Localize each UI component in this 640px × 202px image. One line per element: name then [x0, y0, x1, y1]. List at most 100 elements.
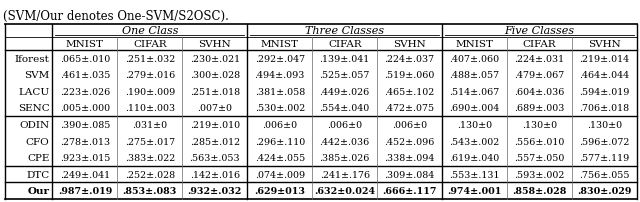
Text: .007±0: .007±0 — [197, 104, 232, 113]
Text: MNIST: MNIST — [260, 40, 299, 49]
Text: .525±.057: .525±.057 — [319, 71, 370, 80]
Text: .666±.117: .666±.117 — [383, 186, 437, 195]
Text: .390±.085: .390±.085 — [60, 120, 110, 129]
Text: .629±013: .629±013 — [254, 186, 305, 195]
Text: .619±.040: .619±.040 — [449, 153, 500, 162]
Text: .130±0: .130±0 — [587, 120, 622, 129]
Text: .577±.119: .577±.119 — [579, 153, 630, 162]
Text: .275±.017: .275±.017 — [125, 137, 175, 146]
Text: .465±.102: .465±.102 — [385, 87, 435, 96]
Text: .543±.002: .543±.002 — [449, 137, 500, 146]
Text: .381±.058: .381±.058 — [255, 87, 305, 96]
Text: .689±.003: .689±.003 — [515, 104, 564, 113]
Text: .461±.035: .461±.035 — [60, 71, 110, 80]
Text: SVM: SVM — [24, 71, 49, 80]
Text: .554±.040: .554±.040 — [319, 104, 370, 113]
Text: .130±0: .130±0 — [457, 120, 492, 129]
Text: .974±.001: .974±.001 — [447, 186, 502, 195]
Text: .514±.067: .514±.067 — [449, 87, 500, 96]
Text: CPE: CPE — [27, 153, 49, 162]
Text: .853±.083: .853±.083 — [123, 186, 177, 195]
Text: .130±0: .130±0 — [522, 120, 557, 129]
Text: SVHN: SVHN — [394, 40, 426, 49]
Text: .251±.032: .251±.032 — [125, 55, 175, 63]
Text: Iforest: Iforest — [15, 55, 49, 63]
Text: .296±.110: .296±.110 — [255, 137, 305, 146]
Text: DTC: DTC — [26, 170, 49, 179]
Text: .338±.094: .338±.094 — [385, 153, 435, 162]
Text: .110±.003: .110±.003 — [125, 104, 175, 113]
Text: CFO: CFO — [26, 137, 49, 146]
Text: .005±.000: .005±.000 — [60, 104, 110, 113]
Text: .472±.075: .472±.075 — [385, 104, 435, 113]
Text: .278±.013: .278±.013 — [60, 137, 110, 146]
Text: .031±0: .031±0 — [132, 120, 168, 129]
Text: .756±.055: .756±.055 — [579, 170, 630, 179]
Text: .279±.016: .279±.016 — [125, 71, 175, 80]
Text: .488±.057: .488±.057 — [449, 71, 500, 80]
Text: MNIST: MNIST — [456, 40, 493, 49]
Text: .385±.026: .385±.026 — [319, 153, 370, 162]
Text: .858±.028: .858±.028 — [513, 186, 567, 195]
Text: CIFAR: CIFAR — [523, 40, 556, 49]
Text: .830±.029: .830±.029 — [577, 186, 632, 195]
Text: .932±.032: .932±.032 — [188, 186, 242, 195]
Text: Five Classes: Five Classes — [504, 26, 575, 36]
Text: .494±.093: .494±.093 — [255, 71, 305, 80]
Text: .442±.036: .442±.036 — [319, 137, 370, 146]
Text: .251±.018: .251±.018 — [189, 87, 240, 96]
Text: .556±.010: .556±.010 — [515, 137, 564, 146]
Text: .594±.019: .594±.019 — [579, 87, 630, 96]
Text: .923±.015: .923±.015 — [60, 153, 110, 162]
Text: .553±.131: .553±.131 — [449, 170, 500, 179]
Text: .557±.050: .557±.050 — [515, 153, 564, 162]
Text: .424±.055: .424±.055 — [255, 153, 305, 162]
Text: .285±.012: .285±.012 — [189, 137, 240, 146]
Text: .065±.010: .065±.010 — [60, 55, 110, 63]
Text: (SVM/Our denotes One-SVM/S2OSC).: (SVM/Our denotes One-SVM/S2OSC). — [3, 10, 229, 23]
Text: .632±0.024: .632±0.024 — [314, 186, 375, 195]
Text: .219±.014: .219±.014 — [579, 55, 630, 63]
Text: SVHN: SVHN — [588, 40, 621, 49]
Text: MNIST: MNIST — [66, 40, 104, 49]
Text: .241±.176: .241±.176 — [319, 170, 370, 179]
Text: .249±.041: .249±.041 — [60, 170, 110, 179]
Text: .596±.072: .596±.072 — [579, 137, 630, 146]
Text: .383±.022: .383±.022 — [125, 153, 175, 162]
Text: .219±.010: .219±.010 — [189, 120, 240, 129]
Text: .074±.009: .074±.009 — [255, 170, 305, 179]
Text: .706±.018: .706±.018 — [579, 104, 630, 113]
Text: .530±.002: .530±.002 — [255, 104, 305, 113]
Text: .452±.096: .452±.096 — [385, 137, 435, 146]
Text: .139±.041: .139±.041 — [319, 55, 370, 63]
Text: .690±.004: .690±.004 — [449, 104, 500, 113]
Text: .292±.047: .292±.047 — [255, 55, 305, 63]
Text: One Class: One Class — [122, 26, 178, 36]
Text: .190±.009: .190±.009 — [125, 87, 175, 96]
Text: .252±.028: .252±.028 — [125, 170, 175, 179]
Text: .300±.028: .300±.028 — [189, 71, 240, 80]
Text: .006±0: .006±0 — [392, 120, 428, 129]
Text: ODIN: ODIN — [19, 120, 49, 129]
Text: .224±.037: .224±.037 — [385, 55, 435, 63]
Text: .449±.026: .449±.026 — [319, 87, 370, 96]
Text: SVHN: SVHN — [198, 40, 231, 49]
Text: .230±.021: .230±.021 — [189, 55, 240, 63]
Text: .407±.060: .407±.060 — [449, 55, 500, 63]
Text: Three Classes: Three Classes — [305, 26, 384, 36]
Text: .224±.031: .224±.031 — [515, 55, 564, 63]
Text: .006±0: .006±0 — [262, 120, 298, 129]
Text: .593±.002: .593±.002 — [515, 170, 564, 179]
Text: .142±.016: .142±.016 — [189, 170, 240, 179]
Text: CIFAR: CIFAR — [328, 40, 362, 49]
Text: SENC: SENC — [18, 104, 49, 113]
Text: .006±0: .006±0 — [327, 120, 362, 129]
Text: .479±.067: .479±.067 — [515, 71, 564, 80]
Text: .604±.036: .604±.036 — [515, 87, 564, 96]
Text: .223±.026: .223±.026 — [60, 87, 110, 96]
Text: .464±.044: .464±.044 — [579, 71, 630, 80]
Text: .309±.084: .309±.084 — [385, 170, 435, 179]
Text: .563±.053: .563±.053 — [189, 153, 240, 162]
Text: Our: Our — [28, 186, 49, 195]
Text: .987±.019: .987±.019 — [58, 186, 112, 195]
